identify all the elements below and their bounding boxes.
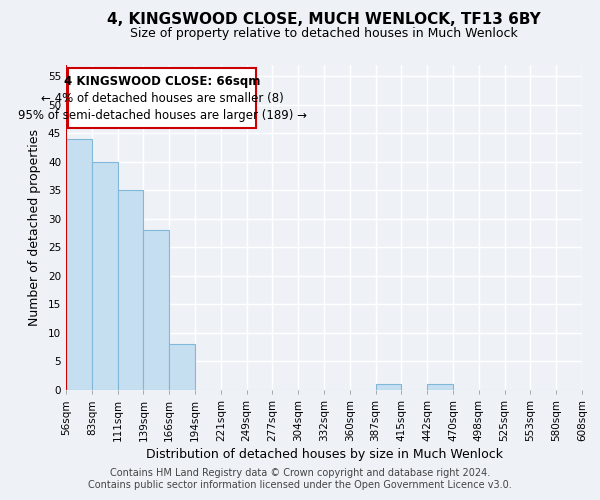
Bar <box>143 230 169 390</box>
Text: Contains HM Land Registry data © Crown copyright and database right 2024.: Contains HM Land Registry data © Crown c… <box>110 468 490 477</box>
FancyBboxPatch shape <box>68 68 256 128</box>
Bar <box>66 139 92 390</box>
Text: Contains public sector information licensed under the Open Government Licence v3: Contains public sector information licen… <box>88 480 512 490</box>
Text: 95% of semi-detached houses are larger (189) →: 95% of semi-detached houses are larger (… <box>18 109 307 122</box>
X-axis label: Distribution of detached houses by size in Much Wenlock: Distribution of detached houses by size … <box>146 448 503 461</box>
Bar <box>427 384 453 390</box>
Bar <box>92 162 118 390</box>
Bar <box>169 344 195 390</box>
Text: ← 4% of detached houses are smaller (8): ← 4% of detached houses are smaller (8) <box>41 92 284 105</box>
Bar <box>118 190 143 390</box>
Text: 4 KINGSWOOD CLOSE: 66sqm: 4 KINGSWOOD CLOSE: 66sqm <box>64 74 260 88</box>
Text: Size of property relative to detached houses in Much Wenlock: Size of property relative to detached ho… <box>130 28 518 40</box>
Y-axis label: Number of detached properties: Number of detached properties <box>28 129 41 326</box>
Bar <box>376 384 401 390</box>
Text: 4, KINGSWOOD CLOSE, MUCH WENLOCK, TF13 6BY: 4, KINGSWOOD CLOSE, MUCH WENLOCK, TF13 6… <box>107 12 541 28</box>
